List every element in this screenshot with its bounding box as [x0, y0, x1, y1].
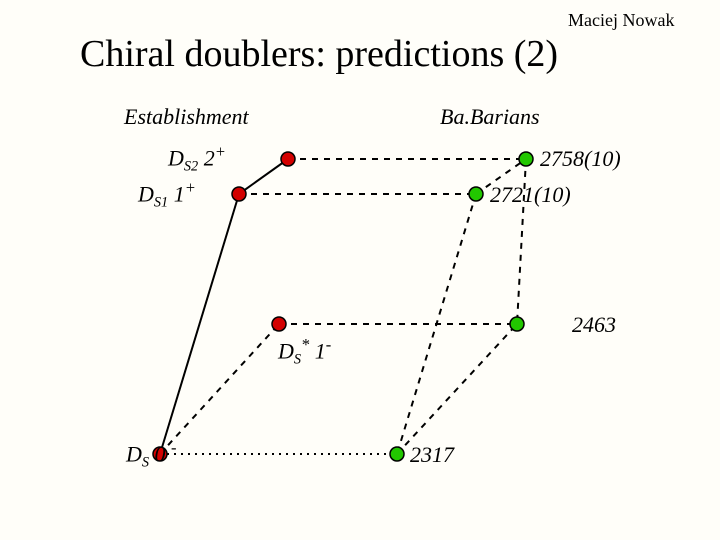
edge-back_top_left-front_top_left [239, 159, 288, 194]
state-label-ds-0minus: DS 0 - [126, 438, 177, 472]
state-sub: S2 [184, 159, 198, 175]
section-label-right: Ba.Barians [440, 104, 540, 130]
state-spin: 2 [204, 145, 215, 170]
state-super: + [185, 178, 196, 197]
edge-front_top_left-front_bottom_left [160, 194, 239, 454]
state-label-ds1-1plus: DS1 1+ [138, 178, 196, 212]
edge-front_bottom_right-back_bottom_right [397, 324, 517, 454]
node-front_top_left [232, 187, 246, 201]
value-2317: 2317 [410, 442, 454, 468]
node-back_top_left [281, 152, 295, 166]
state-symbol: D [278, 338, 294, 363]
node-back_bottom_right [510, 317, 524, 331]
node-back_top_right [519, 152, 533, 166]
node-front_bottom_right [390, 447, 404, 461]
value-2463: 2463 [572, 312, 616, 338]
value-2721: 2721(10) [490, 182, 571, 208]
state-spin: 0 [155, 441, 166, 466]
state-super: + [215, 142, 226, 161]
state-label-ds2-2plus: DS2 2+ [168, 142, 226, 176]
section-label-left: Establishment [124, 104, 249, 130]
state-symbol: D [138, 181, 154, 206]
edge-front_bottom_left-back_bottom_left [160, 324, 279, 454]
node-back_bottom_left [272, 317, 286, 331]
state-sub: S [142, 455, 149, 471]
edge-front_top_right-front_bottom_right [397, 194, 476, 454]
state-spin: 1 [174, 181, 185, 206]
value-2758: 2758(10) [540, 146, 621, 172]
author-name: Maciej Nowak [568, 10, 674, 31]
state-label-dsstar-1minus: DS* 1- [278, 335, 331, 369]
node-front_top_right [469, 187, 483, 201]
state-symbol: D [168, 145, 184, 170]
state-sub: S [294, 352, 301, 368]
state-sub: S1 [154, 195, 168, 211]
state-symbol: D [126, 441, 142, 466]
diagram-cube [0, 0, 720, 540]
state-super: - [326, 335, 332, 354]
page-title: Chiral doublers: predictions (2) [80, 32, 558, 76]
state-star: * [301, 335, 309, 354]
state-super: - [171, 438, 177, 457]
state-spin: 1 [315, 338, 326, 363]
